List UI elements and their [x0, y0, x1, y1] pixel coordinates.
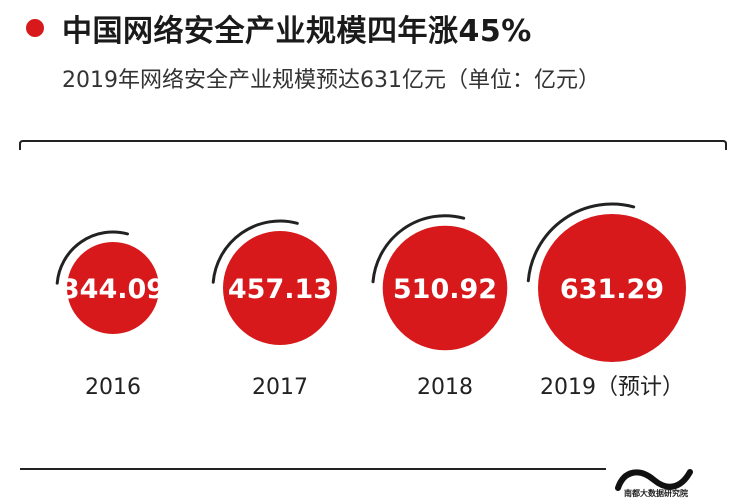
- category-label: 2018: [417, 375, 473, 400]
- bubble: [538, 214, 686, 362]
- value-label: 510.92: [393, 274, 497, 305]
- category-label: 2019（预计）: [540, 375, 684, 400]
- bubble-arc: [211, 219, 299, 284]
- brand-name: 南都大数据研究院: [624, 489, 688, 498]
- bubble-arc: [55, 230, 129, 285]
- category-label: 2016: [85, 375, 141, 400]
- bubble-arc: [371, 214, 466, 284]
- bubble-arc: [526, 202, 636, 283]
- title-bullet-dot: [26, 19, 44, 37]
- nandu-wave-logo-icon: [615, 469, 693, 491]
- chart-title: 中国网络安全产业规模四年涨45%: [62, 14, 532, 49]
- value-label: 457.13: [228, 274, 332, 305]
- bubble: [223, 231, 337, 345]
- value-label: 344.09: [61, 274, 165, 305]
- value-label: 631.29: [560, 274, 664, 305]
- category-label: 2017: [252, 375, 308, 400]
- chart-subtitle: 2019年网络安全产业规模预达631亿元（单位：亿元）: [62, 68, 600, 93]
- bubble: [67, 242, 159, 334]
- bubble: [382, 225, 508, 351]
- frame-top-line: [19, 140, 727, 150]
